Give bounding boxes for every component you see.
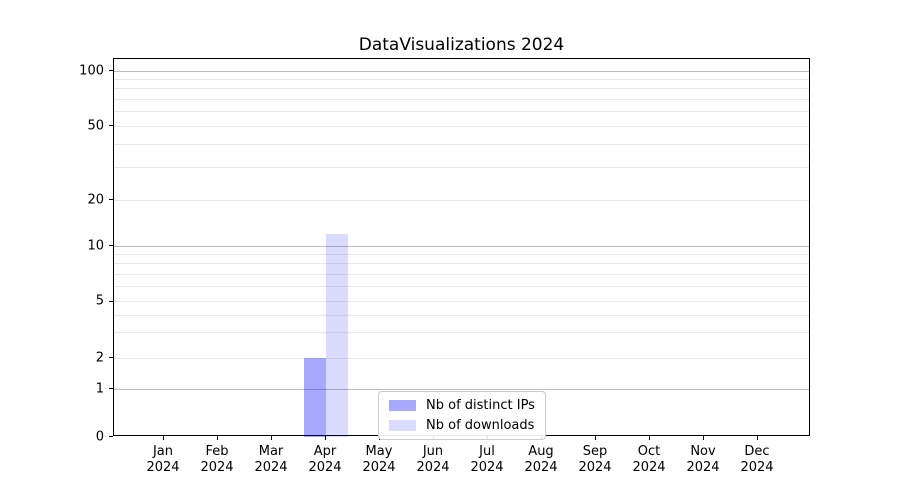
legend-entry-nb-of-distinct-ips: Nb of distinct IPs [389, 398, 535, 413]
x-tick-label-jul: Jul 2024 [470, 444, 504, 475]
x-tick-label-oct: Oct 2024 [632, 444, 666, 475]
x-tick-label-feb: Feb 2024 [200, 444, 234, 475]
chart-title: DataVisualizations 2024 [358, 35, 565, 55]
plot-area [113, 58, 810, 437]
x-tick-mark [325, 436, 326, 440]
gridline-minor [114, 111, 809, 113]
gridline-minor [114, 199, 809, 201]
legend-entry-nb-of-downloads: Nb of downloads [389, 418, 535, 433]
gridline-major [114, 388, 809, 390]
x-tick-label-nov: Nov 2024 [686, 444, 720, 475]
x-tick-label-sep: Sep 2024 [578, 444, 612, 475]
y-tick-label: 5 [95, 293, 104, 309]
gridline-major [114, 245, 809, 247]
legend: Nb of distinct IPs Nb of downloads [378, 391, 546, 440]
x-tick-label-dec: Dec 2024 [740, 444, 774, 475]
x-tick-mark [271, 436, 272, 440]
y-tick-mark [109, 125, 113, 126]
y-tick-label: 1 [95, 381, 104, 396]
x-tick-label-may: May 2024 [362, 444, 396, 475]
y-tick-mark [109, 70, 113, 71]
gridline-minor [114, 78, 809, 80]
x-tick-label-aug: Aug 2024 [524, 444, 558, 475]
y-tick-mark [109, 388, 113, 389]
y-tick-mark [109, 300, 113, 302]
gridline-minor [114, 357, 809, 359]
gridline-minor [114, 166, 809, 168]
x-tick-label-mar: Mar 2024 [254, 444, 288, 475]
y-tick-label: 2 [95, 350, 104, 365]
gridline-minor [114, 98, 809, 100]
gridline-major [114, 70, 809, 72]
y-tick-mark [109, 199, 113, 200]
y-tick-label: 100 [79, 63, 104, 78]
x-tick-mark [757, 436, 758, 440]
legend-label-nb-of-distinct-ips: Nb of distinct IPs [426, 398, 535, 413]
bar-nb-of-downloads-apr [326, 233, 348, 437]
x-tick-mark [595, 436, 596, 440]
gridline-minor [114, 253, 809, 255]
gridline-minor [114, 301, 809, 302]
x-tick-mark [217, 436, 218, 440]
legend-label-nb-of-downloads: Nb of downloads [426, 418, 535, 433]
y-tick-mark [109, 245, 113, 246]
x-tick-mark [703, 436, 704, 440]
y-tick-label: 50 [87, 118, 104, 133]
gridline-minor [114, 274, 809, 276]
legend-swatch-nb-of-downloads [389, 420, 416, 431]
y-tick-label: 0 [95, 429, 104, 444]
x-tick-mark [163, 436, 164, 440]
x-tick-label-jun: Jun 2024 [416, 444, 450, 475]
x-tick-mark [649, 436, 650, 440]
gridline-minor [114, 143, 809, 145]
gridline-minor [114, 263, 809, 265]
y-tick-mark [109, 357, 113, 358]
gridline-minor [114, 88, 809, 90]
y-tick-label: 20 [87, 192, 104, 207]
y-tick-mark [109, 436, 113, 437]
x-tick-label-jan: Jan 2024 [146, 444, 180, 475]
bar-nb-of-distinct-ips-apr [304, 358, 326, 437]
gridline-minor [114, 125, 809, 127]
y-tick-label: 10 [87, 238, 104, 253]
gridline-minor [114, 286, 809, 288]
gridline-minor [114, 314, 809, 316]
gridline-minor [114, 332, 809, 334]
x-tick-label-apr: Apr 2024 [308, 444, 342, 475]
legend-swatch-nb-of-distinct-ips [389, 400, 416, 411]
